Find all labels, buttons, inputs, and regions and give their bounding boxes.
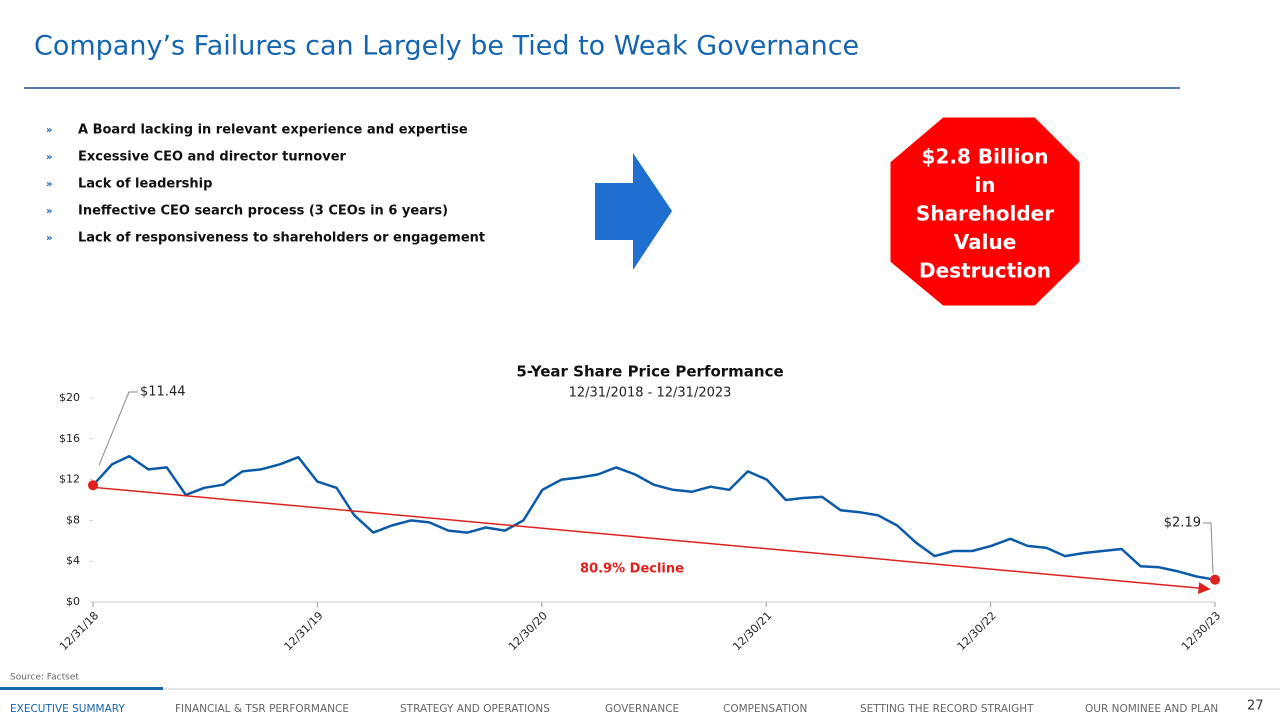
bullet-marker: » [46,152,52,163]
y-tick-label: $4 [66,554,80,567]
start-label: $11.44 [140,385,186,400]
stop-sign [889,116,1081,307]
callout-text: Value [954,230,1017,254]
start-marker [88,480,98,491]
y-tick-label: $0 [66,595,80,608]
bullet: Excessive CEO and director turnover [78,150,347,165]
end-marker [1210,574,1220,585]
bullet-marker: » [46,206,52,217]
callout-text: Shareholder [916,202,1054,226]
callout-leader [98,391,138,466]
bullet: Lack of leadership [78,177,212,192]
y-tick-label: $12 [59,473,80,486]
callout-leader [1203,522,1214,574]
x-tick-label: 12/30/21 [730,609,774,653]
decline-arrow [92,486,1211,595]
y-tick-label: $20 [59,391,80,404]
chart-subtitle: 12/31/2018 - 12/31/2023 [569,386,732,401]
end-label: $2.19 [1164,516,1201,531]
page-number: 27 [1247,699,1264,714]
x-tick-label: 12/30/22 [955,609,999,653]
x-tick-label: 12/31/18 [57,609,101,653]
nav-item: GOVERNANCE [605,703,679,715]
nav-active-bar [0,687,163,690]
bullet-marker: » [46,179,52,190]
nav-item: EXECUTIVE SUMMARY [10,703,125,715]
bullet: A Board lacking in relevant experience a… [78,123,468,138]
x-tick-label: 12/31/19 [282,609,326,653]
slide-title: Company’s Failures can Largely be Tied t… [34,31,859,62]
price-line [92,454,1216,581]
source: Source: Factset [10,673,79,683]
x-tick-label: 12/30/23 [1179,609,1223,653]
callout-text: $2.8 Billion [922,145,1049,169]
bullet-marker: » [46,233,52,244]
bullet: Ineffective CEO search process (3 CEOs i… [78,204,448,219]
nav-item: STRATEGY AND OPERATIONS [400,703,550,715]
nav-item: COMPENSATION [723,703,807,715]
callout-text: in [974,173,995,197]
callout-text: Destruction [919,259,1051,283]
nav-item: FINANCIAL & TSR PERFORMANCE [175,703,349,715]
chart-title: 5-Year Share Price Performance [516,363,783,381]
x-tick-label: 12/30/20 [506,609,550,653]
y-tick-label: $16 [59,432,80,445]
nav-item: OUR NOMINEE AND PLAN [1085,703,1218,715]
bullet: Lack of responsiveness to shareholders o… [78,231,485,246]
arrow [595,153,672,270]
bullet-marker: » [46,125,52,136]
decline-label: 80.9% Decline [580,562,684,577]
nav-item: SETTING THE RECORD STRAIGHT [860,703,1034,715]
y-tick-label: $8 [66,513,80,526]
